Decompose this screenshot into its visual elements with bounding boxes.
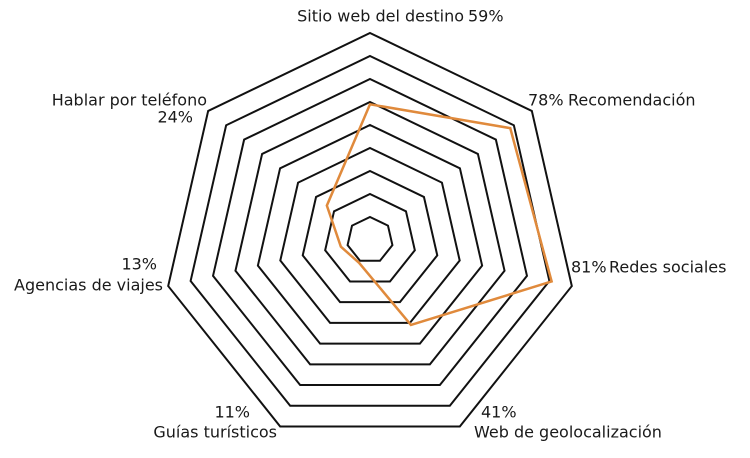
axis-label: Recomendación [568, 91, 696, 110]
axis-label: Sitio web del destino [297, 7, 464, 26]
value-label: 24% [157, 108, 193, 127]
grid-ring [256, 123, 484, 345]
grid-ring [279, 146, 461, 324]
value-label: 78% [528, 91, 564, 110]
grid-ring [234, 100, 506, 366]
axis-label: Redes sociales [609, 258, 726, 277]
grid-ring [189, 54, 551, 407]
value-label: 59% [468, 7, 504, 26]
grid-ring [324, 192, 416, 283]
value-label: 41% [481, 403, 517, 422]
grid-ring [301, 169, 439, 304]
value-label: 81% [571, 258, 607, 277]
axis-label: Web de geolocalización [474, 423, 662, 442]
axis-label: Guías turísticos [153, 423, 277, 442]
data-line [325, 102, 554, 327]
grid-ring [211, 77, 529, 387]
grid-ring [167, 31, 573, 428]
value-label: 13% [121, 255, 157, 274]
value-label: 11% [214, 403, 250, 422]
axis-label: Agencias de viajes [14, 276, 163, 295]
axis-label: Hablar por teléfono [52, 91, 207, 110]
grid-ring [346, 215, 394, 262]
